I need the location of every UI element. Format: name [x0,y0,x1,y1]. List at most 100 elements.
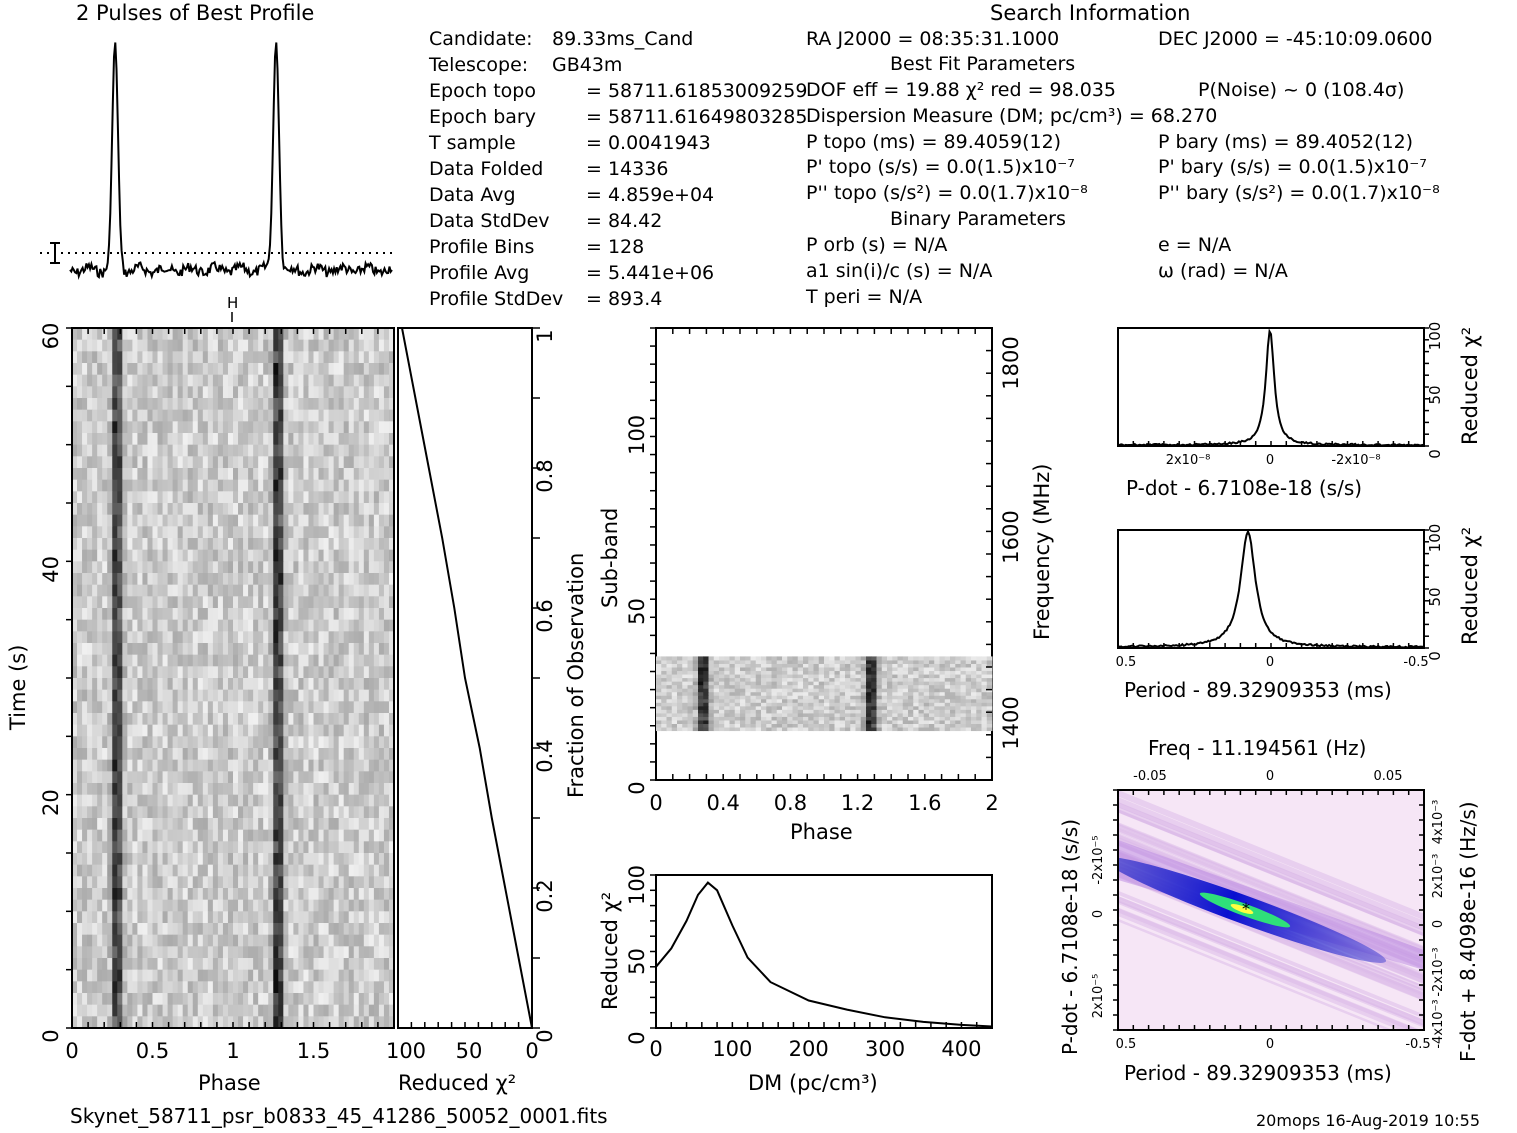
heatmap-cell [378,969,385,982]
heatmap-cell [278,503,284,516]
heatmap-cell [308,748,314,761]
heatmap-cell [363,456,370,469]
heatmap-cell [122,666,128,679]
heatmap-cell [202,584,209,597]
heatmap-cell [157,433,164,446]
subband-cell [682,723,688,728]
subband-cell [677,716,683,721]
heatmap-cell [152,981,159,994]
subband-cell [850,698,856,703]
heatmap-cell [378,351,385,364]
heatmap-cell [333,631,340,644]
heatmap-cell [373,946,380,959]
heatmap-cell [363,888,370,901]
heatmap-cell [72,853,78,866]
heatmap-cell [107,444,113,457]
heatmap-cell [283,573,289,586]
subband-cell [965,691,972,696]
heatmap-cell [353,409,360,422]
heatmap-cell [72,561,78,574]
subband-cell [692,674,699,679]
heatmap-cell [318,888,325,901]
heatmap-cell [348,794,355,807]
subband-cell [929,702,935,707]
heatmap-cell [172,864,179,877]
subband-cell [881,719,888,724]
heatmap-cell [288,514,294,527]
heatmap-cell [192,713,199,726]
heatmap-cell [378,794,385,807]
heatmap-cell [263,514,269,527]
heatmap-cell [207,934,214,947]
heatmap-cell [388,374,395,387]
heatmap-cell [122,829,128,842]
x-tick-label: 0 [525,1039,538,1063]
heatmap-cell [107,958,113,971]
heatmap-cell [363,748,370,761]
heatmap-cell [82,724,88,737]
subband-cell [666,716,673,721]
subband-cell [944,709,951,714]
heatmap-cell [72,409,78,422]
heatmap-cell [212,678,219,691]
heatmap-cell [338,934,345,947]
heatmap-cell [112,643,118,656]
heatmap-cell [268,1004,274,1017]
heatmap-cell [147,374,153,387]
subband-cell [671,712,678,717]
subband-cell [713,670,720,675]
heatmap-cell [202,444,209,457]
heatmap-cell [82,958,88,971]
subband-cell [771,712,778,717]
subband-cell [971,712,977,717]
heatmap-cell [172,713,179,726]
heatmap-cell [152,654,159,667]
heatmap-cell [388,829,395,842]
heatmap-cell [258,409,264,422]
subband-cell [782,709,788,714]
heatmap-cell [157,911,164,924]
heatmap-cell [363,654,370,667]
subband-cell [834,702,841,707]
heatmap-cell [227,398,234,411]
heatmap-cell [197,818,204,831]
subband-cell [839,719,846,724]
heatmap-cell [233,876,239,889]
subband-cell [766,723,772,728]
subband-cell [929,684,935,689]
heatmap-cell [117,584,123,597]
heatmap-cell [353,911,360,924]
subband-cell [713,698,720,703]
heatmap-cell [172,619,179,632]
heatmap-cell [122,654,128,667]
heatmap-cell [283,409,289,422]
heatmap-cell [197,643,204,656]
heatmap-cell [313,561,320,574]
subband-cell [892,695,898,700]
subband-cell [740,719,746,724]
heatmap-cell [373,864,380,877]
heatmap-cell [308,678,314,691]
heatmap-cell [253,771,259,784]
heatmap-cell [217,328,224,341]
subband-cell [750,723,757,728]
subband-cell [918,691,925,696]
heatmap-cell [288,386,294,399]
heatmap-cell [147,794,153,807]
heatmap-cell [97,818,103,831]
heatmap-cell [333,736,340,749]
heatmap-cell [192,736,199,749]
heatmap-cell [217,981,224,994]
heatmap-cell [288,1016,294,1029]
heatmap-cell [268,876,274,889]
heatmap-cell [217,794,224,807]
heatmap-cell [388,946,395,959]
heatmap-cell [142,736,148,749]
subband-cell [971,702,977,707]
subband-cell [913,705,919,710]
heatmap-cell [97,526,103,539]
heatmap-cell [258,468,264,481]
heatmap-cell [248,958,254,971]
heatmap-cell [273,1016,279,1029]
